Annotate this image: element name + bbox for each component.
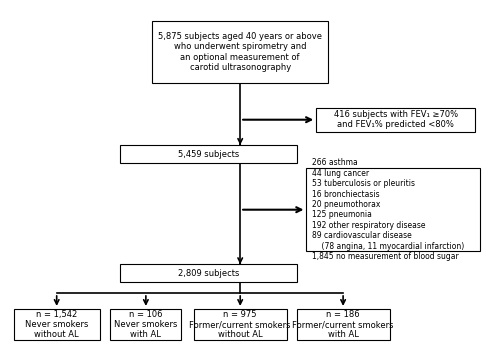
Text: n = 975
Former/current smokers
without AL: n = 975 Former/current smokers without A…: [190, 310, 291, 339]
FancyBboxPatch shape: [152, 21, 328, 83]
Text: 5,875 subjects aged 40 years or above
who underwent spirometry and
an optional m: 5,875 subjects aged 40 years or above wh…: [158, 32, 322, 72]
Text: 2,809 subjects: 2,809 subjects: [178, 269, 239, 278]
Text: n = 1,542
Never smokers
without AL: n = 1,542 Never smokers without AL: [25, 310, 88, 339]
FancyBboxPatch shape: [306, 169, 480, 251]
Text: n = 106
Never smokers
with AL: n = 106 Never smokers with AL: [114, 310, 178, 339]
FancyBboxPatch shape: [194, 309, 287, 340]
FancyBboxPatch shape: [120, 145, 296, 163]
FancyBboxPatch shape: [296, 309, 390, 340]
FancyBboxPatch shape: [120, 264, 296, 282]
Text: 5,459 subjects: 5,459 subjects: [178, 150, 239, 159]
Text: 266 asthma
44 lung cancer
53 tuberculosis or pleuritis
16 bronchiectasis
20 pneu: 266 asthma 44 lung cancer 53 tuberculosi…: [312, 158, 464, 261]
FancyBboxPatch shape: [316, 108, 476, 132]
FancyBboxPatch shape: [14, 309, 100, 340]
Text: n = 186
Former/current smokers
with AL: n = 186 Former/current smokers with AL: [292, 310, 394, 339]
Text: 416 subjects with FEV₁ ≥70%
and FEV₁% predicted <80%: 416 subjects with FEV₁ ≥70% and FEV₁% pr…: [334, 110, 458, 129]
FancyBboxPatch shape: [110, 309, 182, 340]
